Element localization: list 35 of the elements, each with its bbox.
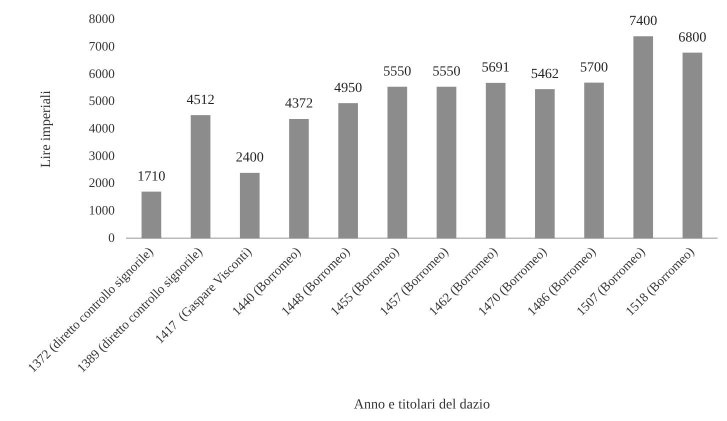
data-label: 7400	[629, 14, 658, 29]
data-label: 2400	[236, 150, 264, 166]
data-label: 4950	[334, 80, 362, 96]
y-tick-label: 3000	[88, 148, 115, 163]
bar	[436, 86, 456, 238]
data-label: 6800	[678, 30, 706, 46]
bar	[535, 89, 555, 238]
data-label: 5550	[383, 64, 412, 80]
bar	[289, 118, 309, 238]
data-label: 5691	[482, 60, 510, 76]
bar	[682, 52, 702, 238]
x-axis-title: Anno e titolari del dazio	[354, 397, 490, 412]
data-label: 5462	[530, 66, 559, 82]
bar	[240, 172, 260, 238]
bar	[584, 82, 604, 238]
data-label: 1710	[137, 169, 166, 184]
bar	[142, 192, 162, 238]
data-label: 5550	[432, 64, 460, 80]
y-axis-title: Lire imperiali	[39, 90, 54, 168]
y-tick-label: 7000	[88, 38, 115, 54]
y-tick-label: 6000	[88, 66, 115, 81]
bar	[190, 115, 210, 238]
y-tick-label: 5000	[88, 93, 115, 108]
bar	[338, 103, 358, 238]
data-label: 5700	[580, 60, 608, 76]
y-tick-label: 8000	[88, 11, 115, 26]
bar	[633, 36, 654, 238]
bar	[486, 82, 506, 238]
y-tick-label: 0	[108, 230, 115, 245]
y-tick-label: 2000	[88, 175, 115, 190]
data-label: 4512	[186, 92, 215, 108]
bar	[387, 86, 408, 238]
y-tick-label: 1000	[88, 202, 115, 218]
data-label: 4372	[284, 96, 313, 112]
y-tick-label: 4000	[88, 120, 115, 136]
